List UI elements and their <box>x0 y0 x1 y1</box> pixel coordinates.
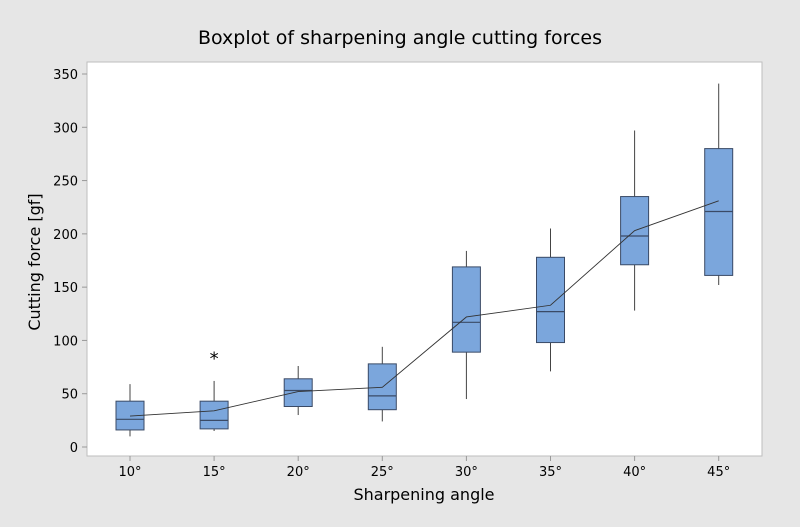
iqr-box <box>536 256 565 344</box>
x-tick-label: 20° <box>287 465 310 480</box>
x-axis: 10° 15° 20° 25° 30° 35° 40° 45° <box>118 456 730 480</box>
y-tick-label: 50 <box>61 388 78 403</box>
box-45deg <box>704 83 734 286</box>
y-axis-label: Cutting force [gf] <box>25 193 44 330</box>
x-tick-label: 25° <box>371 465 394 480</box>
box-15deg: * <box>199 348 229 432</box>
chart-title: Boxplot of sharpening angle cutting forc… <box>198 27 602 49</box>
y-tick-label: 350 <box>53 68 78 83</box>
y-tick-label: 250 <box>53 175 78 190</box>
x-tick-label: 35° <box>539 465 562 480</box>
y-tick-label: 100 <box>53 334 78 349</box>
box-35deg <box>536 228 565 372</box>
mean-connect-line <box>129 200 719 417</box>
iqr-box <box>199 400 229 430</box>
box-20deg <box>283 366 313 416</box>
x-tick-label: 15° <box>203 465 226 480</box>
y-tick-label: 150 <box>53 281 78 296</box>
x-axis-label: Sharpening angle <box>353 485 494 504</box>
iqr-box <box>451 266 481 353</box>
iqr-box <box>283 378 313 408</box>
x-tick-label: 30° <box>455 465 478 480</box>
x-tick-label: 40° <box>623 465 646 480</box>
y-tick-label: 200 <box>53 228 78 243</box>
y-axis: 0 50 100 150 200 250 300 350 <box>53 68 87 456</box>
y-tick-label: 300 <box>53 121 78 136</box>
x-tick-label: 45° <box>707 465 730 480</box>
outlier-marker: * <box>210 348 219 369</box>
y-tick-label: 0 <box>70 441 78 456</box>
plot-area <box>86 61 763 457</box>
box-30deg <box>451 250 481 400</box>
x-tick-label: 10° <box>118 465 141 480</box>
boxes: * <box>115 83 734 437</box>
